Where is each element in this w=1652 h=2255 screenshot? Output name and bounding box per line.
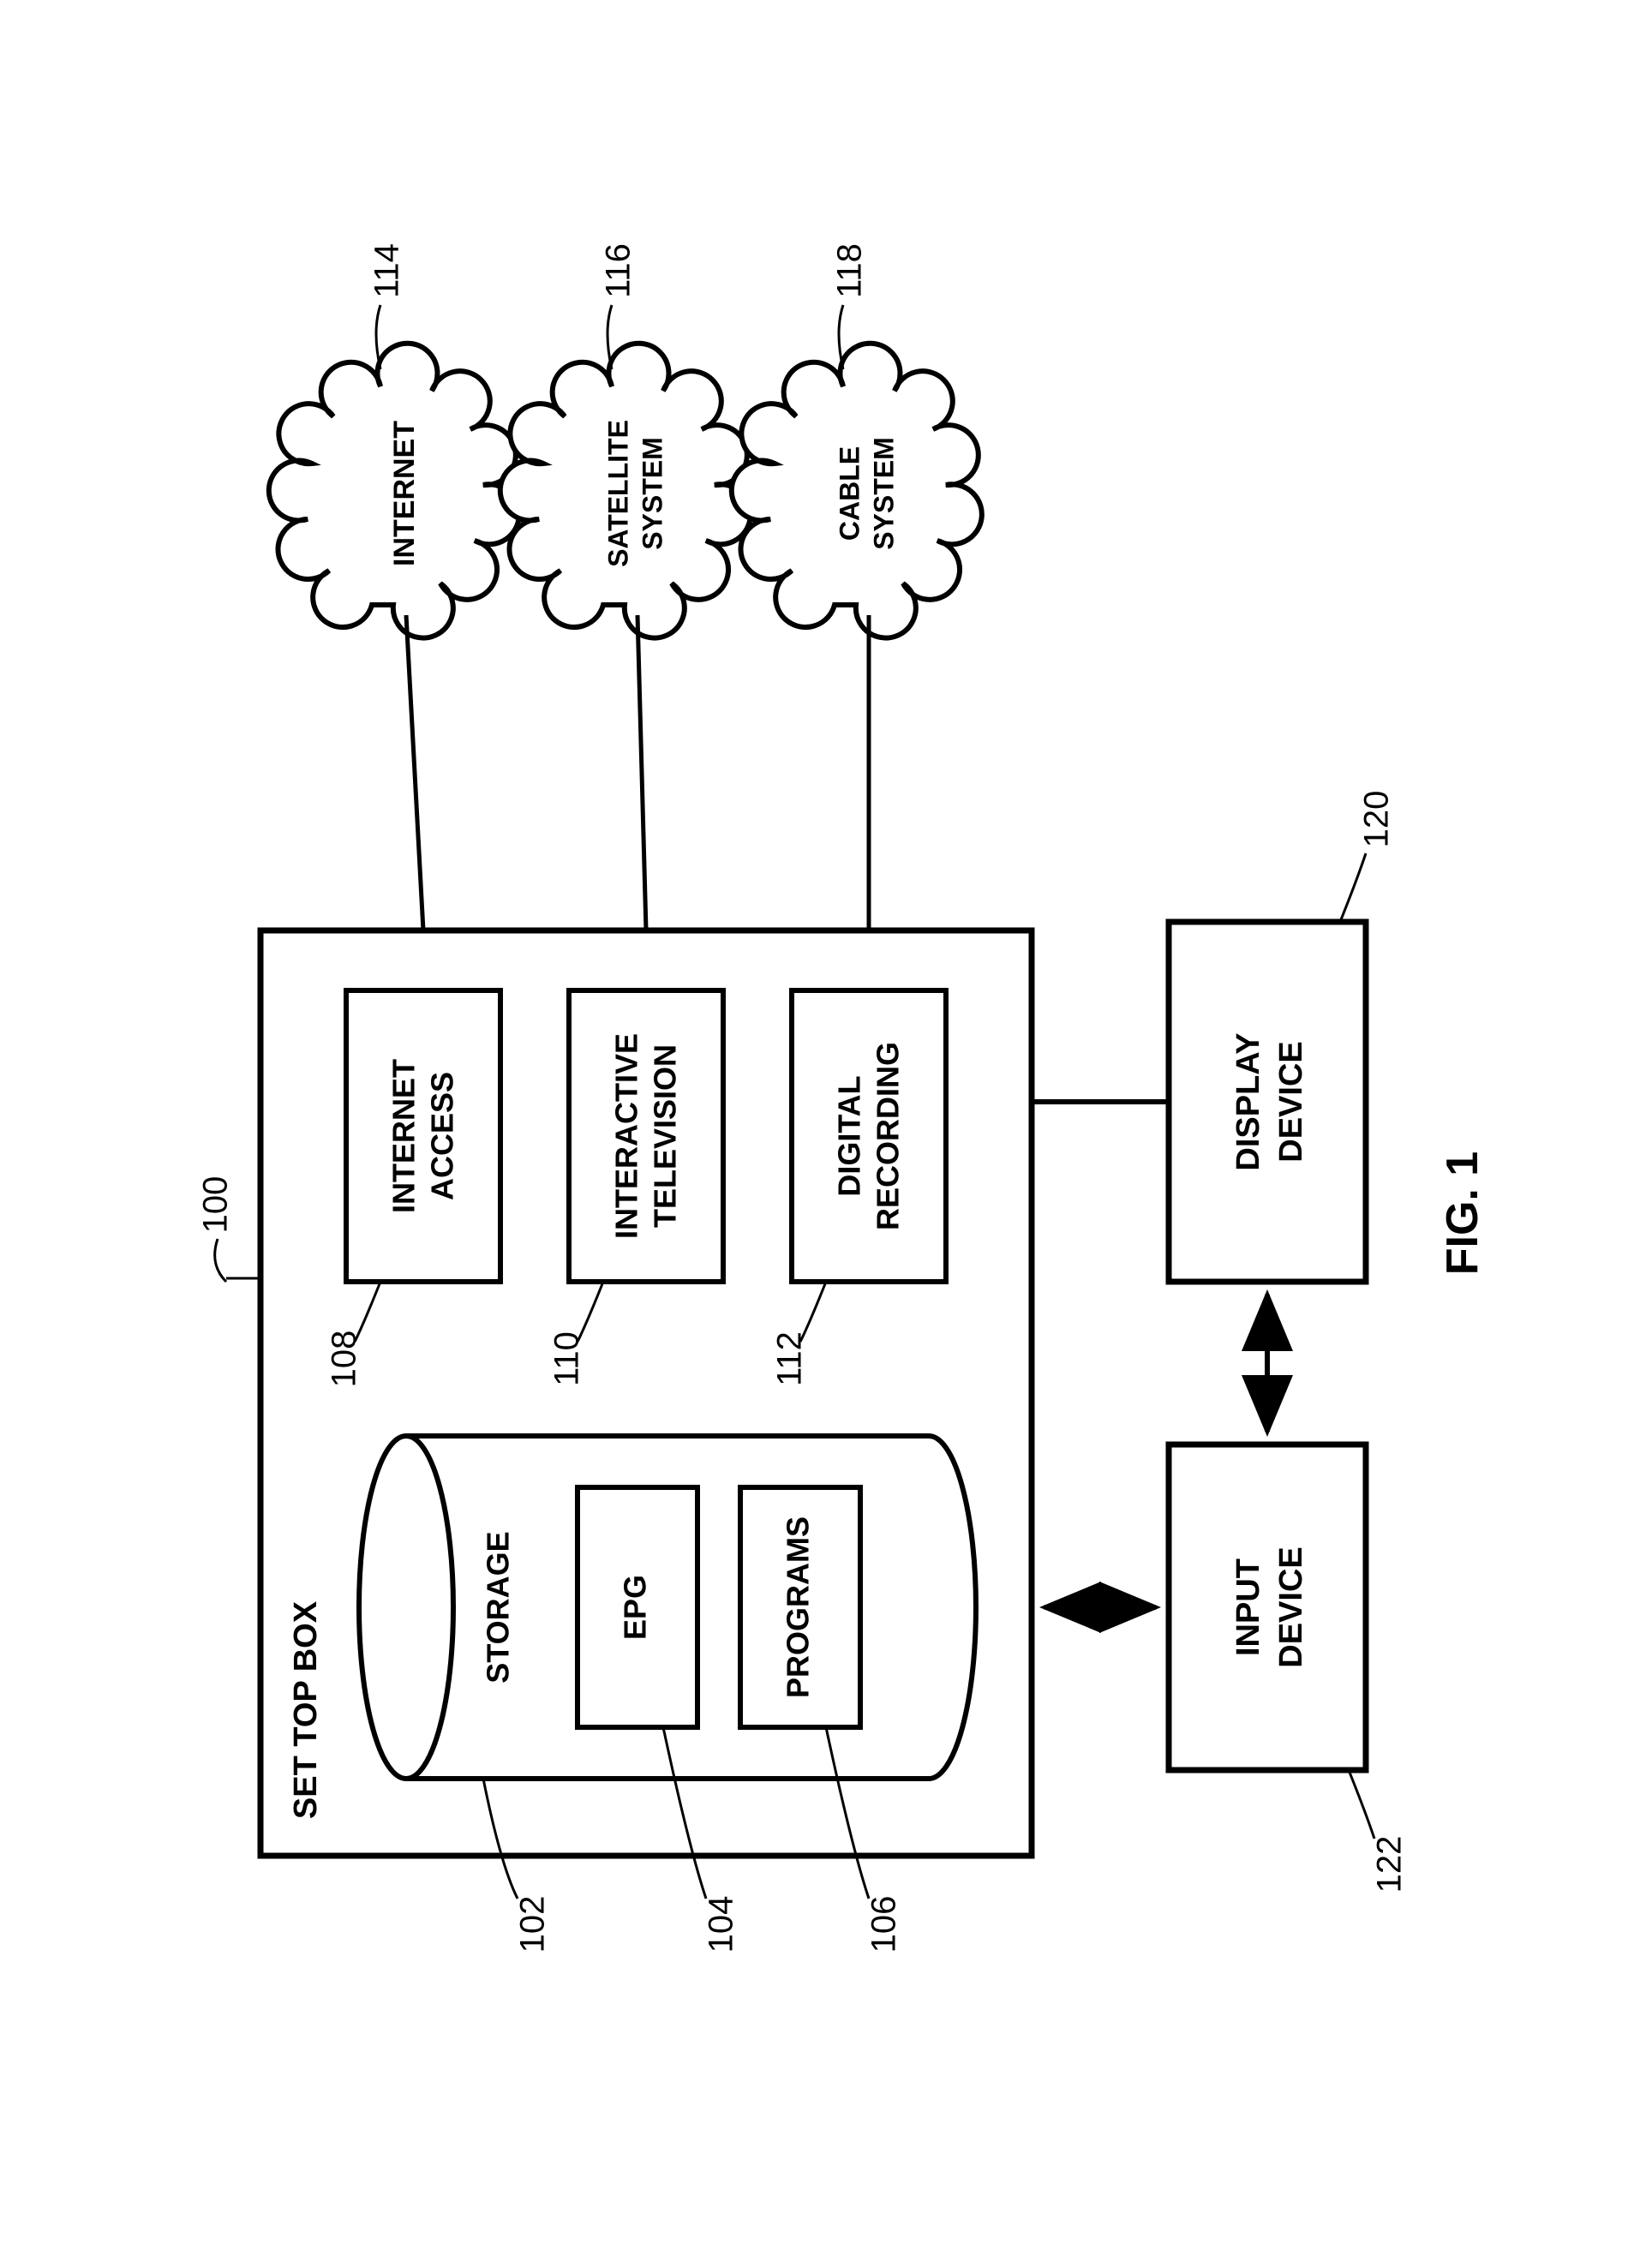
digital-recording-box xyxy=(792,990,946,1282)
ref-102-leader xyxy=(483,1779,518,1899)
satellite-cloud-l1: SATELLITE xyxy=(602,420,633,567)
internet-access-l2: ACCESS xyxy=(425,1072,460,1200)
ref-114-leader xyxy=(376,305,380,369)
ref-104: 104 xyxy=(703,1896,740,1953)
ref-122: 122 xyxy=(1371,1836,1409,1893)
diagram-container: SET TOP BOX 100 STORAGE 102 EPG 104 PROG… xyxy=(141,185,1511,2070)
ref-116-leader xyxy=(608,305,612,369)
internet-cloud: INTERNET xyxy=(269,344,519,638)
digital-recording-l1: DIGITAL xyxy=(832,1075,867,1196)
ref-122-leader xyxy=(1349,1770,1374,1839)
satellite-cloud-l2: SYSTEM xyxy=(637,437,667,550)
diagram-svg: SET TOP BOX 100 STORAGE 102 EPG 104 PROG… xyxy=(141,185,1511,2070)
interactive-tv-l1: INTERACTIVE xyxy=(609,1033,644,1239)
epg-label: EPG xyxy=(618,1575,653,1640)
ref-106: 106 xyxy=(865,1896,903,1953)
ref-120: 120 xyxy=(1358,791,1396,848)
cable-cloud: CABLE SYSTEM xyxy=(732,344,982,638)
input-device-box xyxy=(1169,1445,1366,1770)
ref-120-leader xyxy=(1340,853,1366,922)
internet-access-l1: INTERNET xyxy=(386,1059,422,1213)
ref-116: 116 xyxy=(600,243,637,298)
ref-112: 112 xyxy=(771,1331,809,1386)
internet-access-box xyxy=(346,990,500,1282)
interactive-tv-l2: TELEVISION xyxy=(648,1044,683,1228)
ref-114: 114 xyxy=(368,243,406,298)
figure-label: FIG. 1 xyxy=(1438,1151,1487,1275)
ref-102: 102 xyxy=(514,1896,552,1953)
ref-118: 118 xyxy=(831,243,869,298)
ref-118-leader xyxy=(839,305,843,369)
interactive-tv-box xyxy=(569,990,723,1282)
ref-100-leader xyxy=(215,1239,226,1282)
input-device-l1: INPUT xyxy=(1230,1558,1266,1656)
ref-110: 110 xyxy=(548,1331,586,1386)
storage-label: STORAGE xyxy=(481,1531,516,1683)
line-internet xyxy=(406,615,423,930)
programs-label: PROGRAMS xyxy=(781,1516,816,1698)
cable-cloud-l2: SYSTEM xyxy=(868,437,899,550)
display-device-l2: DEVICE xyxy=(1273,1041,1309,1162)
display-device-l1: DISPLAY xyxy=(1230,1032,1266,1170)
set-top-box-title: SET TOP BOX xyxy=(288,1600,324,1819)
line-satellite xyxy=(637,615,646,930)
digital-recording-l2: RECORDING xyxy=(871,1042,906,1230)
internet-cloud-label: INTERNET xyxy=(388,421,421,566)
cable-cloud-l1: CABLE xyxy=(834,446,865,541)
ref-108: 108 xyxy=(326,1331,363,1388)
input-device-l2: DEVICE xyxy=(1273,1546,1309,1667)
satellite-cloud: SATELLITE SYSTEM xyxy=(500,344,751,638)
display-device-box xyxy=(1169,922,1366,1282)
ref-100: 100 xyxy=(197,1176,235,1234)
